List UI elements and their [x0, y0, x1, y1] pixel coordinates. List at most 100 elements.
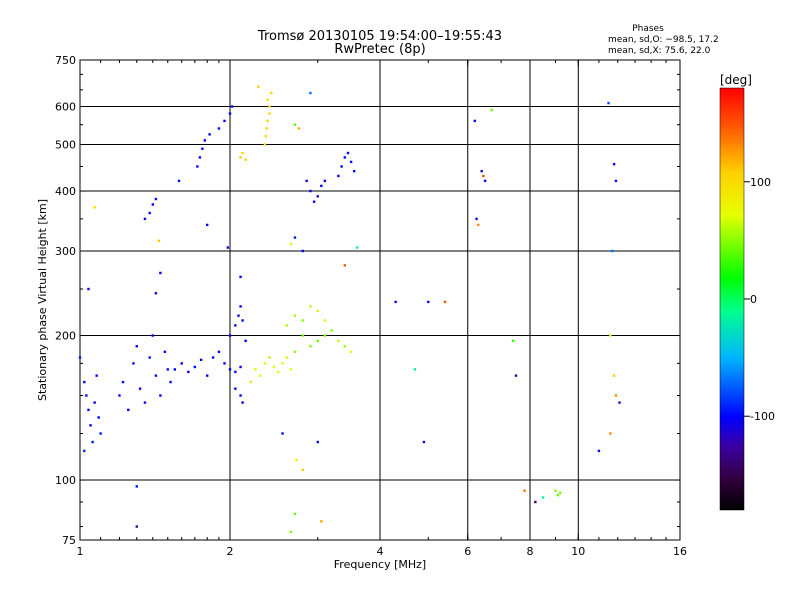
data-point	[154, 197, 158, 201]
data-point	[295, 458, 298, 462]
data-point	[349, 350, 353, 353]
stats-o-mode: mean, sd,O: −98.5, 17.2	[608, 35, 719, 45]
data-point	[272, 365, 276, 369]
x-tick-label: 8	[527, 545, 534, 558]
data-point	[201, 147, 204, 150]
data-point	[323, 319, 327, 322]
data-point	[320, 520, 323, 523]
data-point	[277, 370, 280, 374]
y-tick-label: 75	[62, 534, 76, 547]
data-point	[244, 339, 247, 343]
colorbar-gradient	[719, 87, 745, 511]
data-point	[154, 374, 158, 377]
colorbar-tick-label: 100	[750, 176, 771, 189]
data-point	[87, 287, 90, 291]
data-point	[148, 211, 151, 215]
data-point	[270, 91, 273, 95]
data-point	[89, 424, 92, 427]
data-point	[293, 350, 297, 353]
data-point	[349, 160, 353, 164]
data-point	[266, 119, 269, 123]
data-point	[316, 440, 319, 444]
data-point	[301, 249, 305, 253]
data-point	[211, 356, 215, 359]
data-point	[556, 493, 560, 497]
colorbar: [deg] 100 0 -100	[719, 73, 775, 511]
x-tick-label: 1	[77, 545, 84, 558]
data-point	[226, 246, 230, 249]
data-point	[159, 394, 162, 397]
data-point	[352, 169, 356, 173]
x-tick-labels: 1 2 4 6 8 10 16	[77, 545, 688, 558]
data-point	[143, 217, 147, 221]
data-point	[343, 264, 347, 267]
data-point	[612, 374, 616, 377]
data-point	[609, 334, 612, 337]
colorbar-label: [deg]	[720, 73, 752, 87]
stats-x-mode: mean, sd,X: 75.6, 22.0	[608, 46, 711, 56]
y-tick-label: 200	[55, 330, 76, 343]
data-point	[320, 184, 323, 188]
data-point	[241, 401, 244, 404]
data-point	[263, 143, 267, 146]
data-point	[343, 156, 347, 159]
data-points	[78, 85, 621, 534]
data-point	[337, 339, 340, 343]
data-point	[293, 314, 297, 317]
data-point	[239, 394, 242, 397]
data-point	[511, 339, 515, 343]
grid-lines	[80, 60, 680, 540]
data-point	[239, 365, 242, 369]
y-tick-label: 500	[55, 139, 76, 152]
data-point	[173, 368, 177, 371]
colorbar-tick-label: 0	[750, 293, 757, 306]
y-tick-label: 600	[55, 101, 76, 114]
data-point	[612, 162, 616, 166]
x-tick-label: 6	[464, 545, 471, 558]
data-point	[293, 236, 297, 239]
data-point	[239, 275, 242, 279]
data-point	[257, 85, 260, 88]
data-point	[480, 169, 483, 173]
data-point	[337, 174, 340, 178]
data-point	[208, 133, 211, 136]
y-tick-labels: 75 100 200 300 400 500 600 750	[55, 54, 76, 547]
data-point	[422, 440, 426, 444]
data-point	[281, 432, 284, 435]
data-point	[217, 127, 221, 130]
data-point	[309, 189, 312, 193]
plot-area	[79, 59, 681, 541]
data-point	[199, 358, 203, 362]
data-point	[138, 387, 142, 390]
data-point	[614, 179, 618, 183]
data-point	[241, 319, 244, 322]
data-point	[309, 305, 312, 308]
data-point	[285, 356, 288, 359]
data-point	[618, 401, 621, 404]
data-point	[293, 512, 297, 516]
data-point	[205, 374, 209, 377]
x-axis-label: Frequency [MHz]	[334, 558, 426, 571]
data-point	[230, 105, 234, 108]
y-axis-label: Stationary phase Virtual Height [km]	[36, 199, 49, 401]
data-point	[323, 179, 327, 183]
colorbar-tick-label: -100	[750, 410, 775, 423]
data-point	[312, 200, 316, 203]
data-point	[297, 127, 301, 130]
data-point	[166, 368, 169, 371]
data-point	[534, 500, 537, 504]
data-point	[266, 98, 269, 101]
y-tick-label: 400	[55, 185, 76, 198]
data-point	[523, 489, 526, 492]
data-point	[268, 356, 271, 359]
data-point	[234, 387, 237, 390]
data-point	[169, 380, 172, 384]
data-point	[609, 432, 612, 435]
data-point	[187, 370, 190, 374]
data-point	[289, 530, 293, 534]
data-point	[85, 394, 88, 397]
data-point	[143, 401, 147, 404]
data-point	[193, 365, 197, 369]
data-point	[244, 158, 247, 161]
